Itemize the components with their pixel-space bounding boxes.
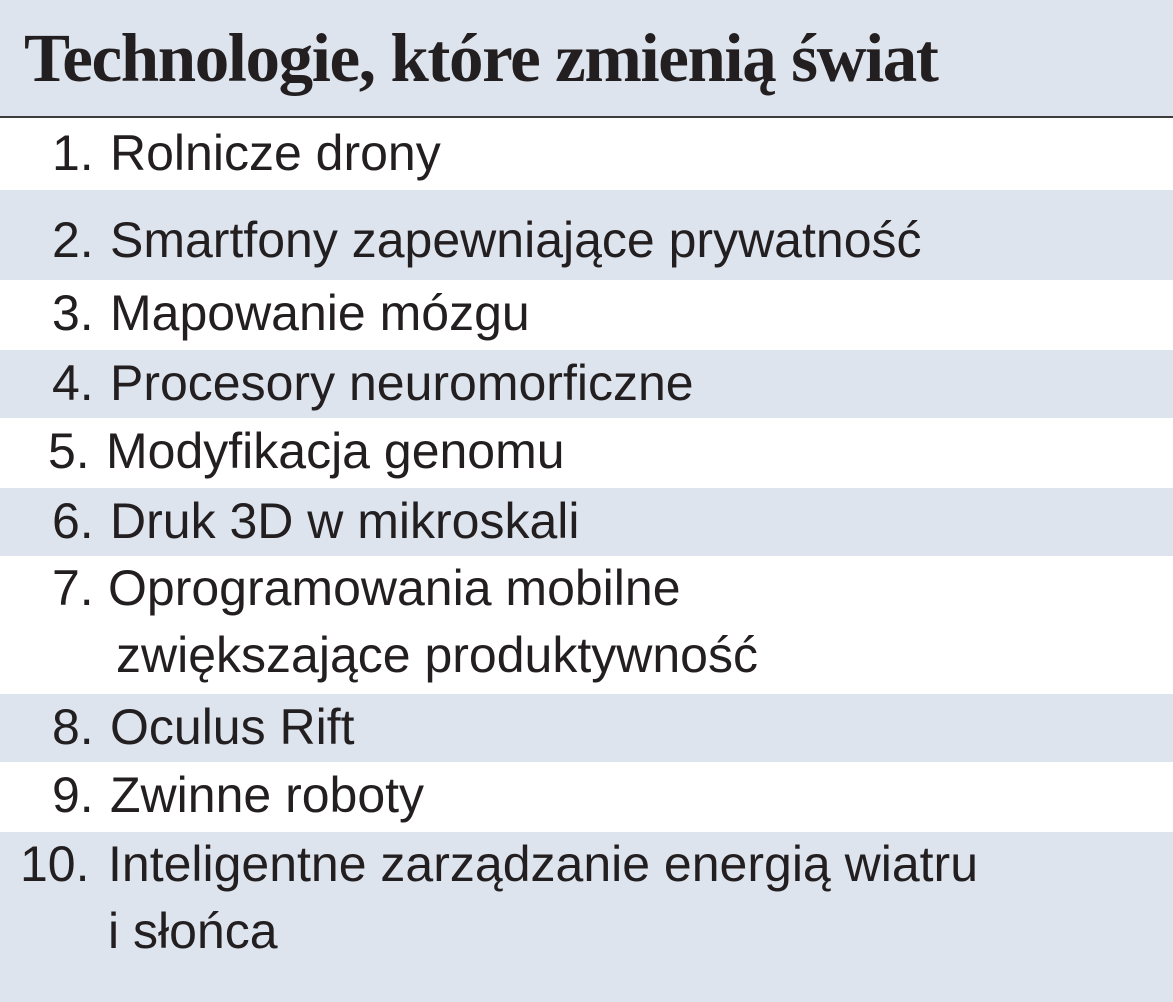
item-label: Druk 3D w mikroskali — [110, 493, 580, 549]
item-label: Oprogramowania mobilne — [108, 560, 681, 616]
list-item: 9. Zwinne roboty — [0, 762, 1173, 832]
page-title: Technologie, które zmienią świat — [24, 20, 939, 96]
item-label-continuation: zwiększające produktywność — [116, 627, 758, 683]
item-label: Procesory neuromorficzne — [110, 355, 694, 411]
item-label-continuation: i słońca — [108, 903, 278, 959]
item-number: 2. — [52, 212, 94, 268]
item-label: Oculus Rift — [110, 699, 355, 755]
item-number: 6. — [52, 493, 94, 549]
item-number: 9. — [52, 767, 94, 823]
list-item: 3. Mapowanie mózgu — [0, 280, 1173, 350]
item-number: 4. — [52, 355, 94, 411]
list-item: 2. Smartfony zapewniające prywatność — [0, 190, 1173, 280]
list-item: 10. Inteligentne zarządzanie energią wia… — [0, 832, 1173, 1002]
list-item: 6. Druk 3D w mikroskali — [0, 488, 1173, 556]
item-number: 7. — [52, 560, 94, 616]
list-item: 8. Oculus Rift — [0, 694, 1173, 762]
item-label: Inteligentne zarządzanie energią wiatru — [108, 836, 978, 892]
list-item: 4. Procesory neuromorficzne — [0, 350, 1173, 418]
list-item: 7. Oprogramowania mobilne zwiększające p… — [0, 556, 1173, 694]
item-label: Mapowanie mózgu — [110, 285, 530, 341]
list-item: 5. Modyfikacja genomu — [0, 418, 1173, 488]
list-item: 1. Rolnicze drony — [0, 120, 1173, 190]
item-number: 10. — [20, 836, 90, 892]
item-number: 3. — [52, 285, 94, 341]
item-number: 1. — [52, 125, 94, 181]
item-label: Rolnicze drony — [110, 125, 441, 181]
title-bar: Technologie, które zmienią świat — [0, 0, 1173, 118]
item-label: Smartfony zapewniające prywatność — [110, 212, 922, 268]
item-number: 5. — [48, 423, 90, 479]
item-number: 8. — [52, 699, 94, 755]
item-label: Zwinne roboty — [110, 767, 425, 823]
item-label: Modyfikacja genomu — [106, 423, 565, 479]
